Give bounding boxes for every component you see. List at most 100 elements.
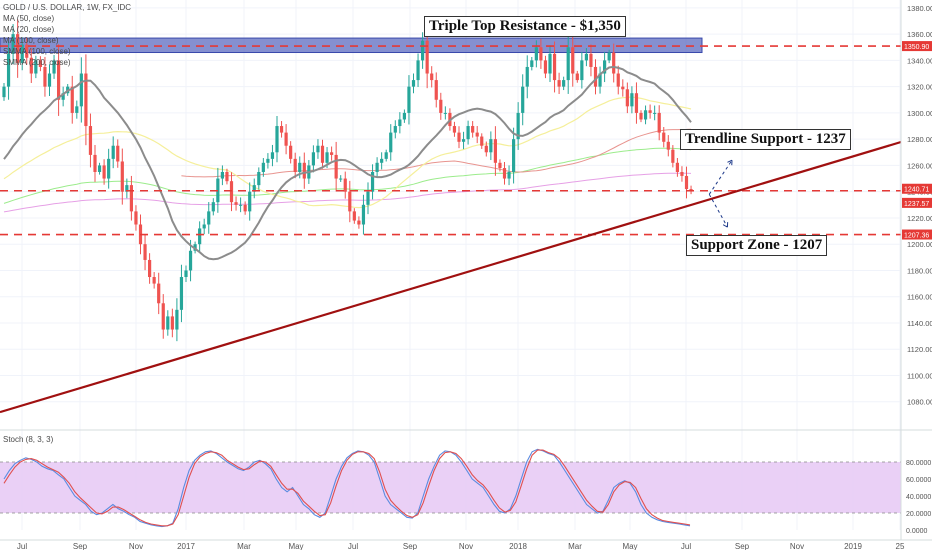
price-label-1207-36: 1207.36 bbox=[902, 229, 932, 240]
candle-body bbox=[584, 53, 588, 61]
candle-body bbox=[352, 211, 356, 221]
candle-body bbox=[689, 189, 693, 191]
candle-body bbox=[630, 93, 634, 107]
trendline-annotation: Trendline Support - 1237 bbox=[680, 129, 851, 150]
candle-body bbox=[384, 152, 388, 159]
time-tick-label: Nov bbox=[129, 542, 143, 550]
stochastic-pane bbox=[0, 448, 901, 528]
candle-body bbox=[625, 89, 629, 107]
candle-body bbox=[229, 181, 234, 203]
time-tick-label: Mar bbox=[237, 542, 251, 550]
candle-body bbox=[102, 165, 106, 179]
price-label-bg bbox=[902, 229, 932, 240]
candle-body bbox=[20, 44, 24, 64]
ma50-line bbox=[3, 96, 692, 209]
price-tick-label: 1380.00 bbox=[907, 4, 932, 13]
price-tick-label: 1160.00 bbox=[907, 293, 932, 302]
candle-body bbox=[348, 191, 352, 212]
candle-body bbox=[129, 185, 133, 212]
stoch-tick-label: 20.0000 bbox=[906, 511, 931, 518]
price-label-1237-57: 1237.57 bbox=[902, 197, 932, 208]
time-tick-label: Nov bbox=[790, 542, 804, 550]
legend-ma20[interactable]: MA (20, close) bbox=[3, 25, 55, 34]
candle-body bbox=[439, 99, 443, 113]
candle-body bbox=[161, 303, 165, 330]
candle-body bbox=[643, 110, 648, 120]
candle-body bbox=[666, 141, 670, 150]
time-tick-label: Sep bbox=[735, 542, 750, 550]
time-tick-label: Mar bbox=[568, 542, 582, 550]
stoch-tick-label: 0.0000 bbox=[906, 528, 928, 535]
price-pane bbox=[0, 0, 902, 530]
candle-body bbox=[434, 80, 438, 100]
candle-body bbox=[225, 171, 229, 182]
price-tick-label: 1120.00 bbox=[907, 345, 932, 354]
candle-body bbox=[88, 126, 93, 155]
support-zone-annotation: Support Zone - 1207 bbox=[686, 235, 828, 256]
candle-body bbox=[97, 165, 102, 172]
candle-body bbox=[25, 44, 29, 58]
legend-smma100[interactable]: SMMA (100, close) bbox=[3, 47, 71, 56]
price-tick-label: 1360.00 bbox=[907, 30, 932, 39]
price-tick-label: 1220.00 bbox=[907, 214, 932, 223]
candle-body bbox=[52, 60, 56, 74]
smma100-line bbox=[3, 147, 692, 204]
candle-body bbox=[607, 52, 611, 61]
candle-body bbox=[38, 60, 42, 67]
candle-body bbox=[548, 53, 552, 74]
price-label-bg bbox=[902, 183, 932, 194]
candle-body bbox=[34, 60, 38, 74]
triple-top-annotation: Triple Top Resistance - $1,350 bbox=[424, 16, 626, 37]
price-tick-label: 1260.00 bbox=[907, 161, 932, 170]
price-label-1350-90: 1350.90 bbox=[902, 41, 932, 52]
candle-body bbox=[539, 47, 543, 61]
time-tick-label: 25 bbox=[896, 542, 905, 550]
candle-body bbox=[61, 93, 65, 100]
stoch-k-line bbox=[3, 448, 691, 528]
candle-body bbox=[675, 162, 679, 172]
candle-body bbox=[461, 139, 466, 142]
candle-body bbox=[84, 73, 88, 127]
candle-body bbox=[239, 204, 243, 206]
stoch-legend[interactable]: Stoch (8, 3, 3) bbox=[3, 435, 54, 444]
time-tick-label: 2019 bbox=[844, 542, 862, 550]
candle-body bbox=[334, 154, 338, 179]
candle-body bbox=[521, 86, 525, 113]
candle-body bbox=[671, 149, 675, 163]
candle-body bbox=[152, 277, 156, 284]
candle-body bbox=[29, 57, 33, 74]
stoch-tick-label: 80.0000 bbox=[906, 460, 931, 467]
candle-body bbox=[589, 53, 593, 67]
candle-body bbox=[516, 112, 520, 140]
candle-body bbox=[302, 162, 306, 179]
candle-body bbox=[684, 175, 689, 190]
candle-body bbox=[552, 53, 557, 81]
candle-body bbox=[6, 53, 11, 87]
candle-body bbox=[248, 191, 252, 212]
legend-ma100[interactable]: MA (100, close) bbox=[3, 36, 59, 45]
candle-body bbox=[330, 152, 334, 155]
legend-smma200[interactable]: SMMA (200, close) bbox=[3, 58, 71, 67]
candle-body bbox=[421, 40, 425, 61]
price-label-1240-71: 1240.71 bbox=[902, 183, 932, 194]
candle-body bbox=[457, 132, 461, 142]
candle-body bbox=[398, 119, 402, 127]
candle-body bbox=[648, 110, 652, 113]
candle-body bbox=[402, 112, 406, 120]
legend-ma50[interactable]: MA (50, close) bbox=[3, 14, 55, 23]
stoch-tick-label: 60.0000 bbox=[906, 477, 931, 484]
candle-body bbox=[616, 73, 620, 87]
ma100-line bbox=[181, 128, 692, 178]
candle-body bbox=[634, 93, 639, 113]
candle-body bbox=[220, 171, 224, 179]
candle-body bbox=[207, 211, 211, 225]
price-tick-label: 1320.00 bbox=[907, 83, 932, 92]
candle-body bbox=[680, 171, 684, 176]
candle-body bbox=[357, 220, 361, 225]
candle-body bbox=[184, 270, 188, 278]
candle-body bbox=[498, 162, 502, 169]
candle-body bbox=[70, 86, 74, 113]
candle-body bbox=[452, 126, 457, 133]
